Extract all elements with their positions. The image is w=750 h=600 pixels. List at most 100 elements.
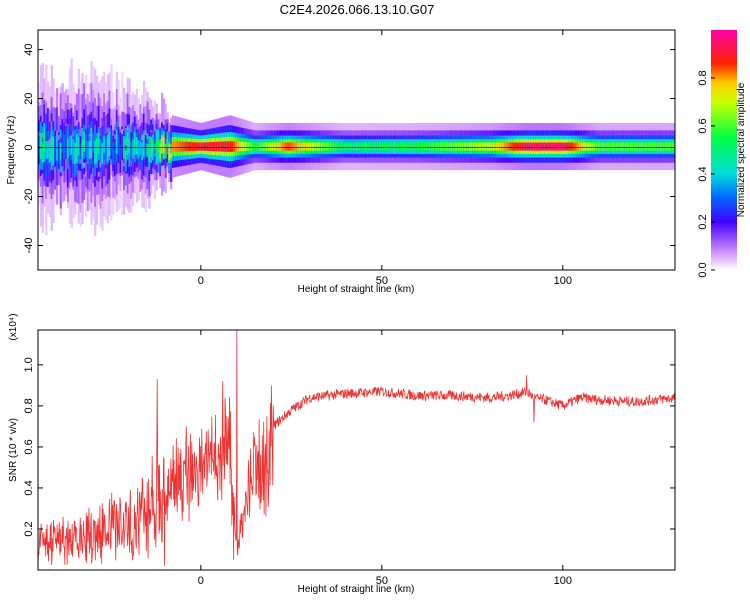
spectrogram-cell	[218, 141, 222, 152]
spectrogram-cell	[289, 142, 292, 151]
spectrogram-cell	[334, 142, 337, 151]
spectrogram-cell	[669, 142, 672, 151]
spectrogram-cell	[166, 136, 169, 150]
spectrogram-cell	[441, 142, 444, 151]
spectrogram-cell	[90, 152, 93, 158]
spectrogram-cell	[126, 125, 129, 131]
spectrogram-cell	[394, 142, 397, 151]
spectrogram-cell	[541, 142, 544, 151]
spectrogram-cell	[103, 135, 106, 153]
spectrogram-cell	[434, 142, 437, 151]
spectrogram-cell	[106, 135, 109, 163]
x-tick-label: 50	[376, 275, 388, 287]
spectrogram-cell	[247, 142, 251, 151]
spectrogram-cell	[343, 142, 347, 151]
y-tick-label: 0.2	[23, 521, 35, 536]
spectrogram-cell	[166, 147, 169, 153]
spectrogram-cell	[533, 142, 537, 151]
spectrogram-cell	[231, 141, 234, 152]
spectrogram-cell	[164, 138, 167, 144]
spectrogram-cell	[618, 142, 622, 151]
spectrogram-cell	[112, 142, 115, 164]
spectrogram-cell	[566, 142, 569, 151]
spectrogram-cell	[280, 142, 283, 151]
spectrogram-cell	[101, 143, 104, 164]
x-tick-label: 0	[198, 275, 204, 287]
spectrogram-cell	[255, 142, 258, 151]
y-tick-label: 0	[23, 144, 35, 150]
spectrogram-cell	[629, 142, 632, 151]
spectrogram-cell	[271, 142, 274, 151]
spectrogram-cell	[418, 142, 421, 151]
spectrogram-cell	[191, 142, 195, 151]
spectrogram-cell	[276, 142, 280, 151]
spectrogram-cell	[135, 137, 138, 155]
spectrogram-cell	[465, 142, 468, 151]
spectrogram-cell	[217, 141, 220, 152]
spectrogram-cell	[530, 142, 533, 151]
spectrogram-cell	[193, 142, 196, 151]
x-tick-label: 50	[376, 575, 388, 587]
spectrogram-cell	[573, 142, 576, 151]
spectrogram-cell	[208, 142, 211, 151]
spectrogram-cell	[188, 141, 191, 152]
spectrogram-cell	[262, 142, 265, 151]
spectrogram-cell	[555, 142, 558, 151]
spectrogram-cell	[611, 142, 614, 151]
spectrogram-cell	[450, 142, 453, 151]
spectrogram-cell	[660, 142, 663, 151]
snr-y-ticks: 0.2 0.4 0.6 0.8 1.0	[23, 357, 675, 537]
spectrogram-cell	[302, 142, 305, 151]
spectrogram-cell	[101, 120, 104, 126]
spectrogram-cell	[92, 132, 95, 153]
spectrogram-cell	[66, 124, 70, 130]
spectrogram-cell	[114, 141, 117, 166]
spectrogram-cell	[285, 142, 289, 151]
spectrogram-cell	[633, 142, 636, 151]
spectrogram-cell	[50, 136, 53, 160]
y-tick-label: -40	[23, 238, 35, 254]
spectrogram-cell	[515, 142, 518, 151]
spectrogram-cell	[405, 142, 408, 151]
y-tick-label: 1.0	[23, 357, 35, 372]
spectrogram-cell	[146, 138, 149, 144]
spectrogram-cell	[246, 142, 249, 152]
spectrogram-cell	[494, 142, 497, 151]
spectrogram-cell	[313, 142, 316, 151]
colorbar-tick-label: 0.4	[697, 166, 709, 181]
spectrogram-cell	[387, 142, 390, 151]
spectrogram-cell	[123, 139, 126, 163]
spectrogram-cell	[445, 142, 448, 151]
spectrogram-cell	[260, 142, 263, 151]
spectrogram-cell	[47, 136, 50, 142]
spectrogram-cell	[41, 137, 44, 143]
spectrogram-cell	[428, 142, 432, 151]
y-tick-label: 0.4	[23, 480, 35, 495]
spectrogram-cell	[61, 132, 64, 153]
spectrogram-cell	[526, 142, 529, 151]
spectrogram-cell	[74, 142, 77, 164]
spectrogram-cell	[99, 139, 102, 168]
y-tick-label: 0.8	[23, 398, 35, 413]
spectrogram-cell	[637, 142, 640, 151]
snr-multiplier: (x10⁴)	[8, 313, 19, 340]
y-tick-label: -20	[23, 189, 35, 205]
spectrogram-cell	[622, 142, 625, 151]
spectrogram-cell	[161, 135, 164, 154]
spectrogram-cell	[108, 131, 111, 157]
spectrogram-cell	[168, 165, 171, 171]
spectrogram-cell	[401, 142, 404, 151]
spectrogram-cell	[345, 142, 348, 151]
spectrogram-cell	[332, 142, 336, 151]
spectrogram-cell	[665, 142, 669, 151]
spectrogram-cell	[385, 142, 388, 151]
spectrogram-cell	[115, 129, 119, 155]
spectrogram-cell	[294, 142, 298, 151]
spectrogram-cell	[88, 136, 91, 142]
spectrogram-cell	[410, 142, 413, 151]
spectrogram-cell	[356, 142, 359, 151]
spectrogram-cell	[211, 141, 214, 152]
spectrogram-cell	[296, 142, 299, 151]
spectrogram-cell	[354, 142, 357, 151]
